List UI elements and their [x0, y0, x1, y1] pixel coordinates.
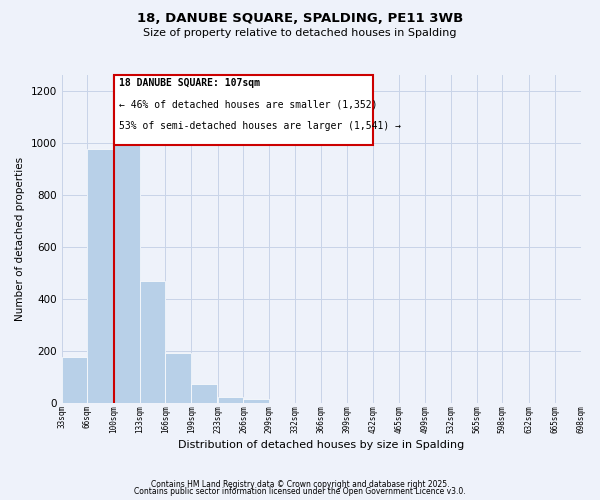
Text: 53% of semi-detached houses are larger (1,541) →: 53% of semi-detached houses are larger (…: [119, 121, 401, 131]
Bar: [244, 399, 269, 402]
FancyBboxPatch shape: [114, 75, 373, 145]
Bar: [166, 352, 191, 403]
Bar: [62, 357, 88, 403]
Text: Contains HM Land Registry data © Crown copyright and database right 2025.: Contains HM Land Registry data © Crown c…: [151, 480, 449, 489]
X-axis label: Distribution of detached houses by size in Spalding: Distribution of detached houses by size …: [178, 440, 464, 450]
Bar: [114, 142, 140, 402]
Bar: [88, 149, 113, 403]
Text: 18, DANUBE SQUARE, SPALDING, PE11 3WB: 18, DANUBE SQUARE, SPALDING, PE11 3WB: [137, 12, 463, 26]
Y-axis label: Number of detached properties: Number of detached properties: [15, 156, 25, 321]
Text: 18 DANUBE SQUARE: 107sqm: 18 DANUBE SQUARE: 107sqm: [119, 78, 260, 88]
Bar: [191, 384, 217, 402]
Bar: [140, 281, 166, 402]
Text: ← 46% of detached houses are smaller (1,352): ← 46% of detached houses are smaller (1,…: [119, 100, 377, 110]
Text: Contains public sector information licensed under the Open Government Licence v3: Contains public sector information licen…: [134, 487, 466, 496]
Bar: [218, 397, 244, 402]
Text: Size of property relative to detached houses in Spalding: Size of property relative to detached ho…: [143, 28, 457, 38]
